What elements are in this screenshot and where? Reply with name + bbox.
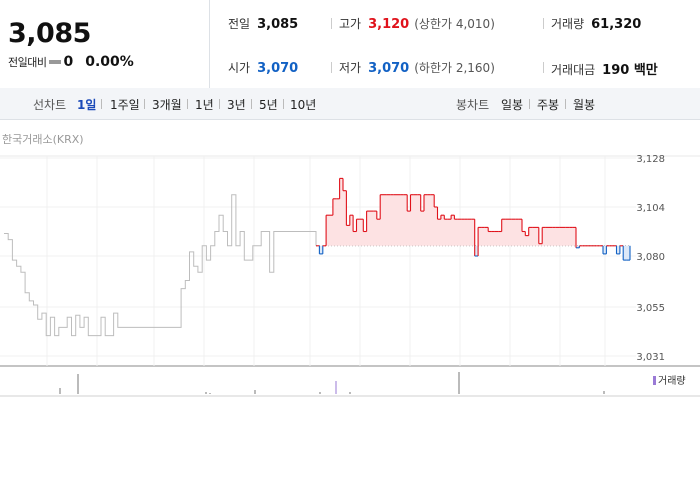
data-source-label: 한국거래소(KRX) [2,133,84,146]
candle-weekly[interactable]: 주봉 [537,98,560,112]
high-label: 고가 [339,17,362,31]
prev-close-value: 3,085 [257,17,299,32]
change-row: 전일대비 0 0.00% [8,54,134,70]
divider [543,18,544,29]
period-1w[interactable]: 1주일 [110,98,140,112]
chart-grid [0,155,700,397]
open-label: 시가 [228,61,251,75]
volume-swatch [653,376,656,385]
open-value: 3,070 [257,61,299,76]
high-value: 3,120 [368,17,410,32]
chart-toolbar: 선차트 1일 1주일 3개월 1년 3년 5년 10년 봉차트 일봉 주봉 월봉 [0,88,700,120]
divider [283,99,284,109]
y-axis: 3,128 3,104 3,080 3,055 3,031 [636,154,665,363]
amount-label: 거래대금 [551,63,596,77]
divider [144,99,145,109]
open-cell: 시가 3,070 [228,59,298,76]
change-label: 전일대비 [8,56,47,69]
change-value: 0 [63,54,74,70]
divider [565,99,566,109]
y-tick-label: 3,055 [636,303,665,314]
period-10y[interactable]: 10년 [290,98,317,112]
amount-cell: 거래대금 190 백만 [551,59,658,78]
volume-value: 61,320 [591,17,642,32]
volume-legend-text: 거래량 [658,376,686,387]
divider [187,99,188,109]
divider [219,99,220,109]
current-price: 3,085 [8,18,91,49]
y-tick-label: 3,080 [636,252,665,263]
low-label: 저가 [339,61,362,75]
volume-label: 거래량 [551,17,585,31]
divider [529,99,530,109]
high-cell: 고가 3,120 (상한가 4,010) [339,15,495,32]
divider [331,62,332,73]
candle-daily[interactable]: 일봉 [501,98,524,112]
divider [101,99,102,109]
stock-summary: 3,085 전일대비 0 0.00% 전일 3,085 고가 3,120 (상한… [0,0,700,89]
low-cell: 저가 3,070 (하한가 2,160) [339,59,495,76]
price-lines [4,177,631,337]
below-baseline-fill [316,245,630,261]
y-tick-label: 3,128 [636,154,665,165]
volume-cell: 거래량 61,320 [551,15,641,32]
amount-value: 190 백만 [602,63,658,78]
price-box: 3,085 전일대비 0 0.00% [0,0,210,88]
period-1d[interactable]: 1일 [77,98,97,112]
flat-change-icon [49,60,62,64]
candle-chart-label: 봉차트 [456,98,490,112]
divider [543,62,544,73]
period-5y[interactable]: 5년 [259,98,278,112]
upper-limit: (상한가 4,010) [414,17,495,31]
change-rate: 0.00% [85,54,134,70]
prior-session-line [4,194,317,337]
period-3m[interactable]: 3개월 [152,98,182,112]
divider [251,99,252,109]
period-3y[interactable]: 3년 [227,98,246,112]
prev-close-cell: 전일 3,085 [228,15,298,32]
low-value: 3,070 [368,61,410,76]
period-1y[interactable]: 1년 [195,98,214,112]
divider [331,18,332,29]
volume-legend: 거래량 [653,372,686,387]
y-tick-label: 3,031 [636,352,665,363]
prev-close-label: 전일 [228,17,251,31]
y-tick-label: 3,104 [636,203,665,214]
price-fill-area [316,178,630,261]
candle-monthly[interactable]: 월봉 [573,98,596,112]
lower-limit: (하한가 2,160) [414,61,495,75]
line-chart-label: 선차트 [33,98,67,112]
volume-bars [59,372,605,394]
above-baseline-fill [316,178,630,246]
